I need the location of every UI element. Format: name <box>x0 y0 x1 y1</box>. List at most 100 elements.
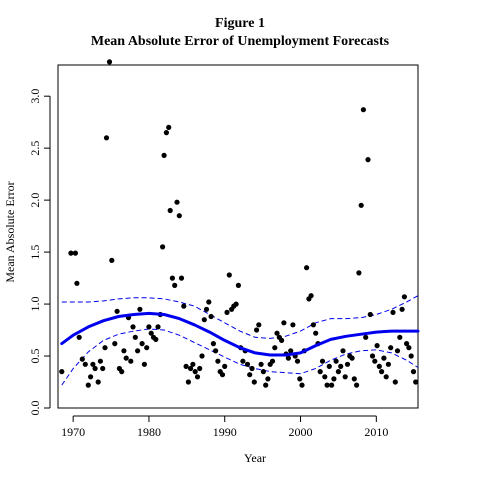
data-point <box>367 311 373 318</box>
data-point <box>102 345 108 351</box>
data-point <box>161 152 167 158</box>
data-point <box>374 343 380 349</box>
data-point <box>356 270 362 276</box>
data-point <box>251 379 257 385</box>
chart-title: Figure 1 <box>215 16 265 31</box>
data-point <box>392 379 398 385</box>
data-point <box>132 334 138 340</box>
y-axis: 0.0 0.5 1.0 1.5 2.0 2.5 3.0 <box>28 89 51 416</box>
data-point <box>397 334 403 340</box>
data-point <box>203 306 210 312</box>
data-point <box>197 365 203 372</box>
data-point <box>333 358 339 364</box>
data-point <box>279 337 285 343</box>
data-point <box>178 275 185 281</box>
data-point <box>155 324 161 330</box>
data-point <box>174 199 180 205</box>
data-point <box>169 275 175 281</box>
data-point <box>299 382 305 388</box>
data-point <box>167 207 173 214</box>
confidence-band <box>61 295 419 386</box>
data-point <box>394 348 401 354</box>
data-point <box>172 282 178 288</box>
data-point <box>288 348 294 354</box>
data-point <box>313 330 319 336</box>
smooth-fit <box>60 311 420 357</box>
data-point <box>194 374 201 380</box>
smooth-fit-line <box>60 311 420 357</box>
data-point <box>92 365 98 372</box>
data-point <box>148 330 154 336</box>
data-point <box>183 363 189 369</box>
data-point <box>88 374 94 380</box>
y-tick-label: 2.5 <box>28 141 42 156</box>
data-point <box>141 361 147 367</box>
data-point <box>135 348 141 354</box>
data-point <box>176 213 182 219</box>
data-point <box>121 348 127 354</box>
data-point <box>153 336 159 342</box>
data-point <box>244 361 251 367</box>
y-tick-label: 3.0 <box>28 89 42 104</box>
y-axis-label: Mean Absolute Error <box>3 181 17 282</box>
data-point <box>342 374 348 380</box>
data-point <box>249 365 255 372</box>
data-points <box>59 59 419 388</box>
data-point <box>146 324 152 330</box>
data-point <box>85 382 91 388</box>
data-point <box>379 369 385 375</box>
data-point <box>112 341 118 347</box>
x-tick-label: 2010 <box>364 425 388 439</box>
data-point <box>235 282 241 288</box>
data-point <box>160 244 166 250</box>
data-point <box>310 322 316 328</box>
data-point <box>335 369 341 375</box>
data-point <box>192 369 198 375</box>
data-point <box>308 293 314 299</box>
data-point <box>285 355 291 361</box>
data-point <box>360 107 366 113</box>
data-point <box>59 369 65 375</box>
data-point <box>274 330 280 336</box>
data-point <box>269 358 276 364</box>
data-point <box>383 374 389 380</box>
data-point <box>247 372 253 378</box>
data-point <box>265 376 271 382</box>
data-point <box>349 355 355 361</box>
data-point <box>139 341 145 347</box>
data-point <box>190 361 196 367</box>
data-point <box>72 250 78 256</box>
data-point <box>254 327 260 333</box>
y-tick-label: 1.5 <box>28 245 42 260</box>
data-point <box>208 313 214 320</box>
data-point <box>340 348 346 354</box>
data-point <box>304 265 310 271</box>
data-point <box>281 320 287 326</box>
data-point <box>215 358 221 364</box>
data-point <box>381 355 387 361</box>
data-point <box>390 309 396 315</box>
data-point <box>322 374 328 380</box>
data-point <box>185 379 191 385</box>
data-point <box>263 382 269 388</box>
data-point <box>297 376 303 382</box>
data-point <box>256 322 262 328</box>
data-point <box>258 361 264 367</box>
data-point <box>114 308 120 314</box>
data-point <box>376 363 382 369</box>
data-point <box>351 376 357 382</box>
data-point <box>123 355 129 361</box>
x-tick-label: 2000 <box>289 425 313 439</box>
data-point <box>331 376 337 382</box>
data-point <box>76 334 82 340</box>
data-point <box>404 341 410 347</box>
data-point <box>294 358 301 364</box>
data-point <box>128 358 134 364</box>
data-point <box>401 294 407 300</box>
x-axis-label: Year <box>244 451 266 465</box>
data-point <box>119 369 125 375</box>
y-tick-label: 0.5 <box>28 349 42 364</box>
x-tick-label: 1980 <box>137 425 161 439</box>
